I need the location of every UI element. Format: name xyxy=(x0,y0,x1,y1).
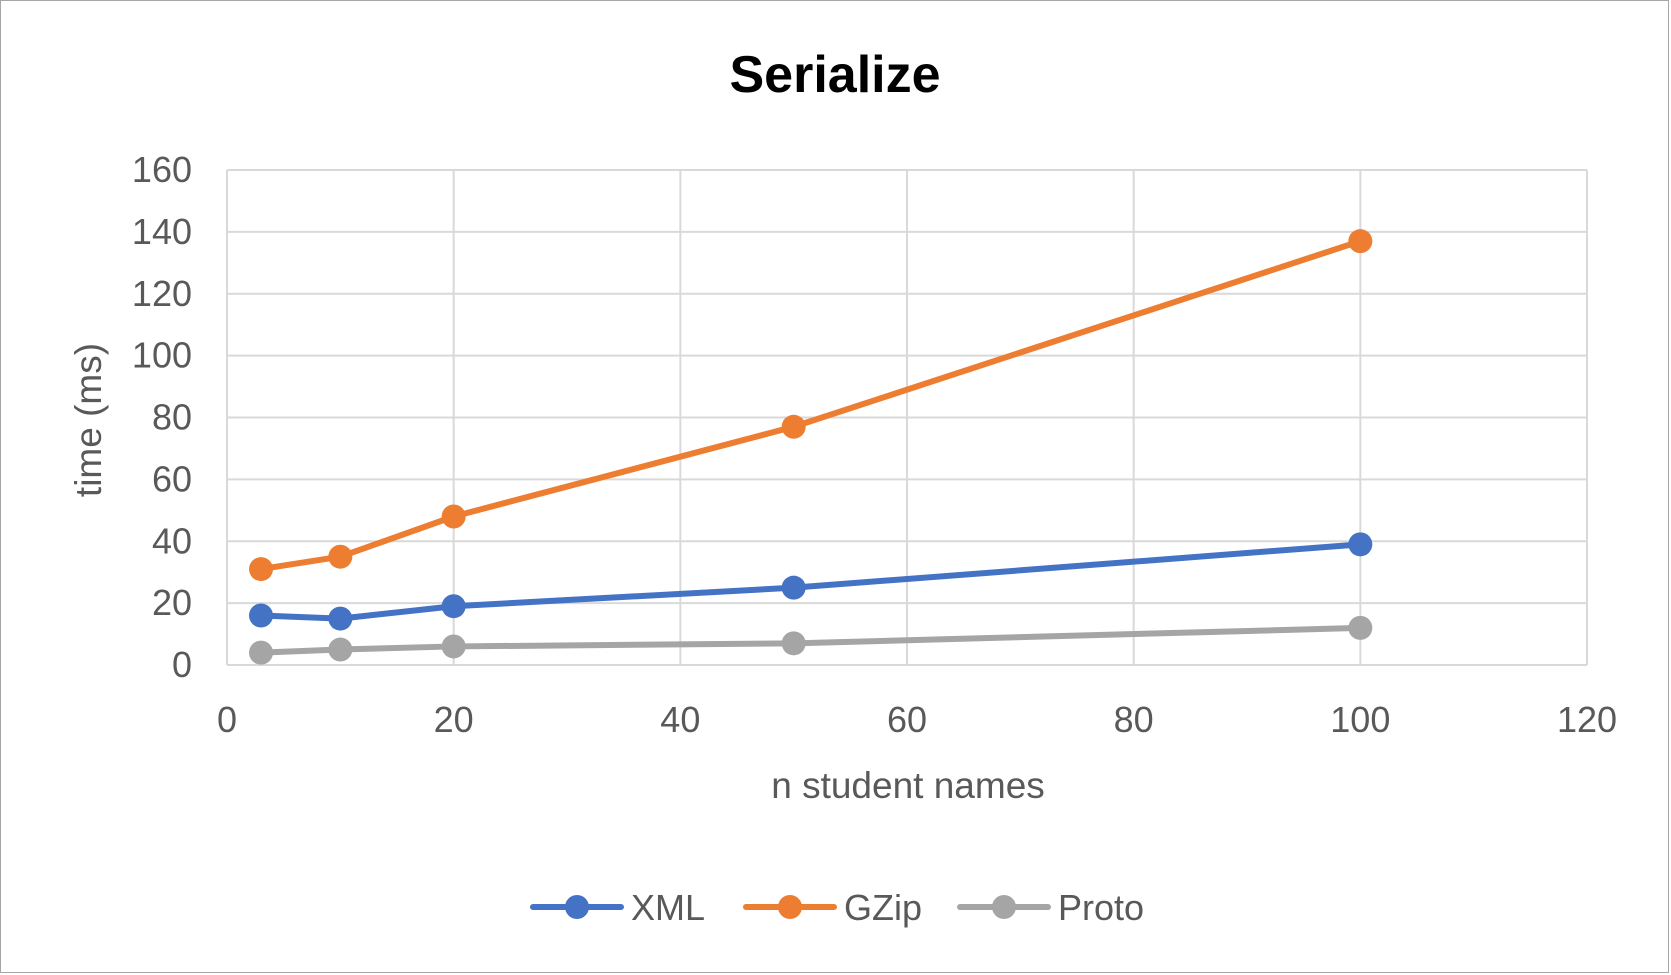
data-point-gzip xyxy=(328,544,353,569)
y-tick-label: 0 xyxy=(172,644,192,685)
series-gzip xyxy=(249,229,1373,582)
x-tick-label: 0 xyxy=(217,699,237,740)
data-point-xml xyxy=(328,606,353,631)
data-point-proto xyxy=(781,631,806,656)
legend-label: XML xyxy=(631,887,705,928)
y-tick-label: 160 xyxy=(132,149,192,190)
legend-swatch-marker xyxy=(778,895,802,919)
legend-label: GZip xyxy=(844,887,922,928)
x-tick-label: 20 xyxy=(434,699,474,740)
data-point-proto xyxy=(328,637,353,662)
data-point-xml xyxy=(781,575,806,600)
legend-item-gzip: GZip xyxy=(743,887,922,928)
series-line-xml xyxy=(258,541,1364,622)
series-xml xyxy=(249,532,1373,631)
legend-swatch-marker xyxy=(992,895,1016,919)
x-axis-ticks: 0 20 40 60 80 100 120 xyxy=(217,699,1617,740)
data-point-xml xyxy=(1348,532,1373,557)
series-line-gzip xyxy=(258,238,1364,573)
x-tick-label: 40 xyxy=(660,699,700,740)
data-point-gzip xyxy=(1348,229,1373,254)
data-point-xml xyxy=(249,603,273,628)
x-tick-label: 100 xyxy=(1330,699,1390,740)
data-point-proto xyxy=(249,640,273,665)
legend-label: Proto xyxy=(1058,887,1144,928)
x-tick-label: 60 xyxy=(887,699,927,740)
legend-swatch-marker xyxy=(565,895,589,919)
series-line-proto xyxy=(258,624,1364,656)
data-point-gzip xyxy=(249,557,273,582)
data-point-gzip xyxy=(781,414,806,439)
x-tick-label: 120 xyxy=(1557,699,1617,740)
legend-item-xml: XML xyxy=(530,887,705,928)
chart-title: Serialize xyxy=(729,46,940,104)
series-proto xyxy=(249,615,1373,665)
data-point-proto xyxy=(441,634,466,659)
data-point-xml xyxy=(441,594,466,619)
y-tick-label: 140 xyxy=(132,211,192,252)
y-axis-title: time (ms) xyxy=(68,343,109,497)
y-tick-label: 100 xyxy=(132,335,192,376)
y-tick-label: 120 xyxy=(132,273,192,314)
y-axis-ticks: 0 20 40 60 80 100 120 140 160 xyxy=(132,149,192,685)
series xyxy=(249,229,1373,665)
legend-item-proto: Proto xyxy=(957,887,1144,928)
x-tick-label: 80 xyxy=(1114,699,1154,740)
x-axis-title: n student names xyxy=(771,765,1045,806)
grid xyxy=(226,169,1588,666)
y-tick-label: 60 xyxy=(152,458,192,499)
data-point-gzip xyxy=(441,504,466,529)
data-point-proto xyxy=(1348,615,1373,640)
y-tick-label: 40 xyxy=(152,520,192,561)
legend: XML GZip Proto xyxy=(530,887,1144,928)
y-tick-label: 20 xyxy=(152,582,192,623)
y-tick-label: 80 xyxy=(152,397,192,438)
